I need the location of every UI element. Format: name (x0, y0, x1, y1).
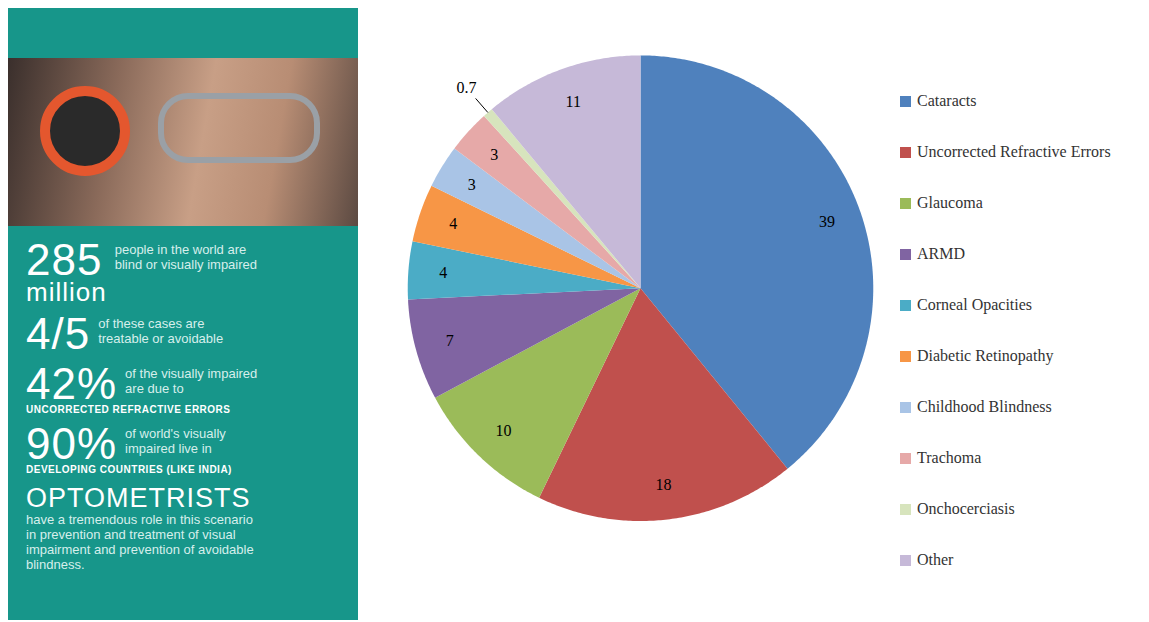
svg-text:39: 39 (819, 213, 835, 230)
html-text:million: million (26, 277, 107, 307)
html-text:UNCORRECTED REFRACTIVE ERRORS: UNCORRECTED REFRACTIVE ERRORS (26, 404, 231, 415)
html-text:Corneal Opacities: Corneal Opacities (917, 296, 1033, 313)
html-text:DEVELOPING COUNTRIES (LIKE IND: DEVELOPING COUNTRIES (LIKE INDIA) (26, 464, 232, 475)
html-text:42%: 42% (26, 359, 118, 408)
html-text:Childhood Blindness: Childhood Blindness (917, 398, 1052, 415)
html-text:Uncorrected Refractive Errors: Uncorrected Refractive Errors (917, 143, 1111, 160)
html-text:Onchocerciasis: Onchocerciasis (917, 500, 1015, 517)
html-text:Other: Other (917, 551, 954, 568)
svg-text:7: 7 (446, 332, 454, 349)
svg-text:0.7: 0.7 (456, 79, 476, 96)
html-text:have a tremendous role in this: have a tremendous role in this scenario … (26, 512, 254, 572)
html-text:people in the world are blind: people in the world are blind or visuall… (114, 242, 257, 272)
svg-text:10: 10 (495, 422, 511, 439)
svg-text:4: 4 (439, 264, 447, 281)
html-text:ARMD: ARMD (917, 245, 965, 262)
html-text:of world's visually impaired l: of world's visually impaired live in (125, 426, 226, 456)
html-text:Diabetic Retinopathy: Diabetic Retinopathy (917, 347, 1054, 364)
svg-text:3: 3 (468, 176, 476, 193)
html-text:of the visually impaired are d: of the visually impaired are due to (125, 366, 258, 396)
svg-text:3: 3 (490, 146, 498, 163)
svg-text:18: 18 (656, 476, 672, 493)
html-text:4/5: 4/5 (26, 309, 91, 358)
svg-text:4: 4 (449, 215, 457, 232)
svg-text:11: 11 (566, 93, 581, 110)
html-text:OPTOMETRISTS: OPTOMETRISTS (26, 483, 251, 513)
html-text:90%: 90% (26, 419, 118, 468)
html-text:Glaucoma: Glaucoma (917, 194, 983, 211)
html-text:Cataracts: Cataracts (917, 92, 977, 109)
html-text:of these cases are treatable o: of these cases are treatable or avoidabl… (98, 316, 224, 346)
html-text:Trachoma: Trachoma (917, 449, 982, 466)
html-text:285: 285 (26, 235, 103, 284)
